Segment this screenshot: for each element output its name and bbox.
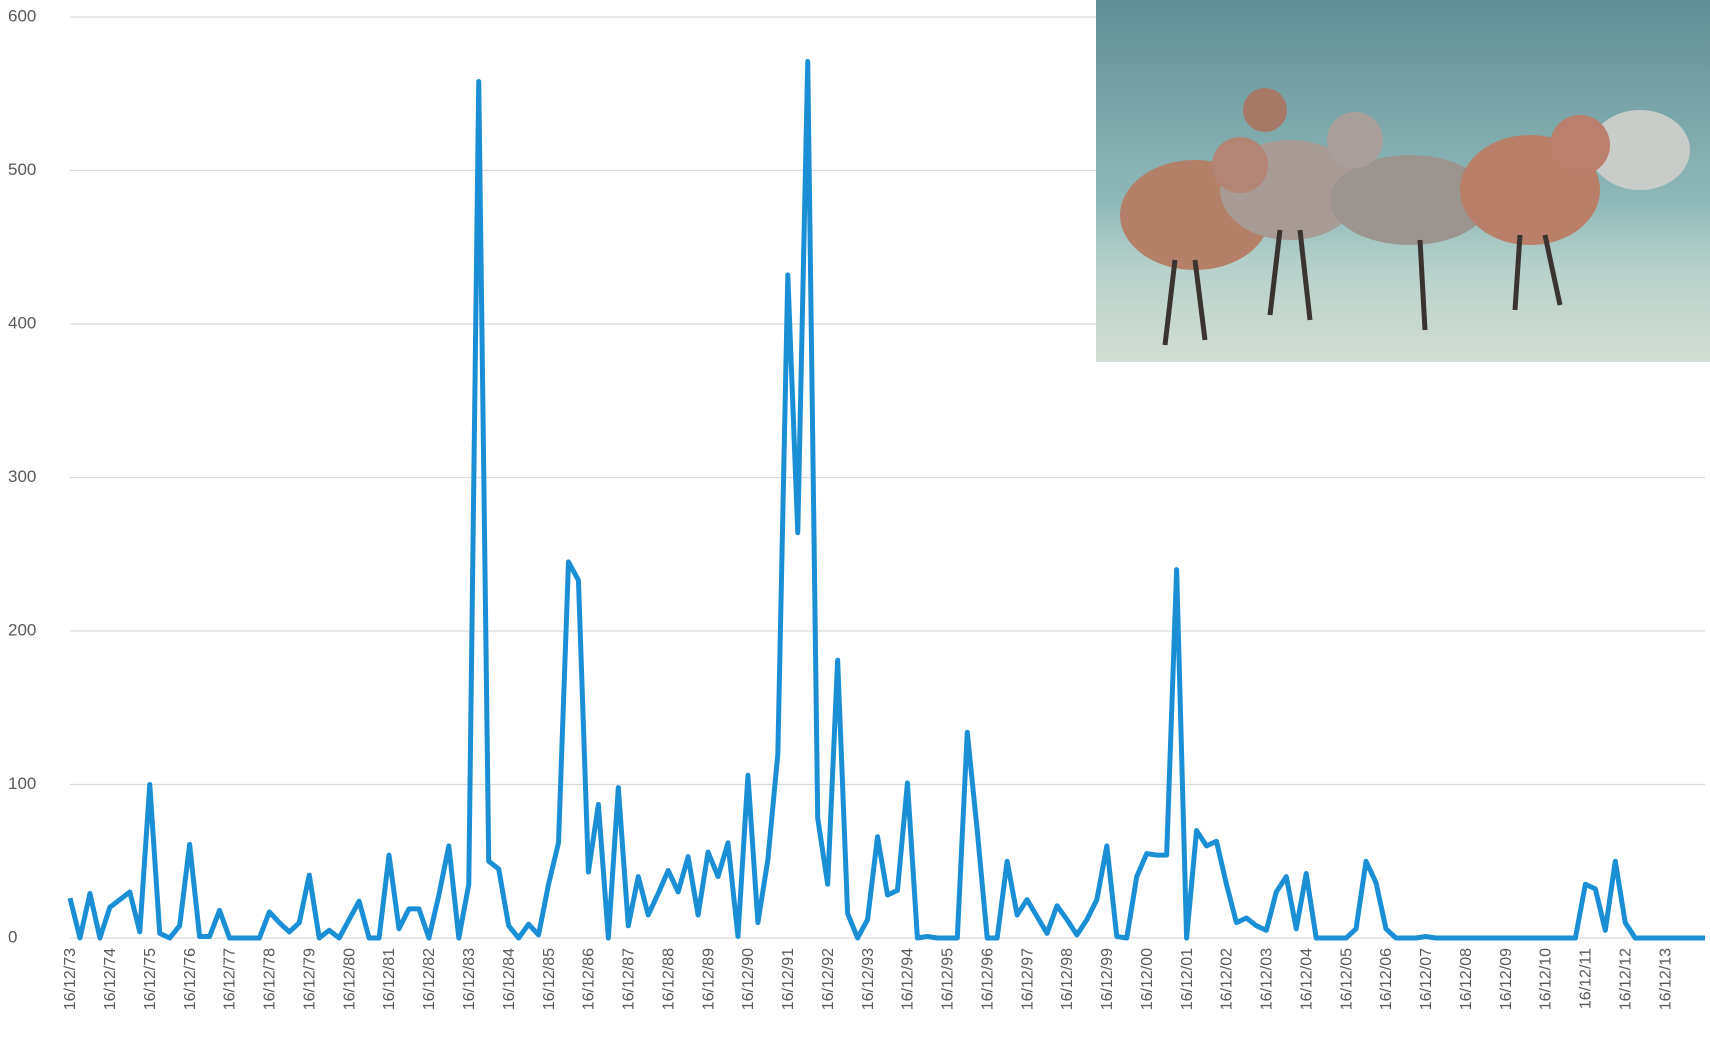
x-tick-label: 16/12/07	[1418, 948, 1435, 1010]
x-tick-label: 16/12/97	[1019, 948, 1036, 1010]
y-tick-label: 300	[8, 467, 36, 486]
y-tick-label: 500	[8, 160, 36, 179]
x-tick-label: 16/12/13	[1657, 948, 1674, 1010]
x-tick-label: 16/12/74	[102, 948, 119, 1010]
x-tick-label: 16/12/80	[341, 948, 358, 1010]
x-tick-label: 16/12/04	[1298, 948, 1315, 1010]
y-tick-label: 0	[8, 927, 17, 946]
x-tick-label: 16/12/11	[1578, 948, 1595, 1009]
y-tick-label: 600	[8, 6, 36, 25]
x-tick-label: 16/12/84	[501, 948, 518, 1010]
x-tick-label: 16/12/06	[1378, 948, 1395, 1010]
x-tick-label: 16/12/10	[1538, 948, 1555, 1010]
x-tick-label: 16/12/83	[461, 948, 478, 1010]
x-tick-label: 16/12/89	[700, 948, 717, 1010]
x-tick-label: 16/12/00	[1139, 948, 1156, 1010]
x-tick-label: 16/12/12	[1617, 948, 1634, 1010]
x-tick-label: 16/12/95	[940, 948, 957, 1010]
x-tick-label: 16/12/88	[660, 948, 677, 1010]
x-tick-label: 16/12/03	[1259, 948, 1276, 1010]
data-line	[67, 59, 1705, 941]
x-tick-label: 16/12/73	[62, 948, 79, 1010]
x-tick-label: 16/12/96	[979, 948, 996, 1010]
x-tick-label: 16/12/94	[900, 948, 917, 1010]
x-tick-label: 16/12/08	[1458, 948, 1475, 1010]
x-tick-label: 16/12/77	[222, 948, 239, 1010]
x-tick-label: 16/12/78	[262, 948, 279, 1010]
x-tick-label: 16/12/82	[421, 948, 438, 1010]
x-tick-label: 16/12/01	[1179, 948, 1196, 1010]
x-tick-label: 16/12/92	[820, 948, 837, 1010]
x-tick-label: 16/12/90	[740, 948, 757, 1010]
x-tick-label: 16/12/05	[1338, 948, 1355, 1010]
x-tick-label: 16/12/86	[581, 948, 598, 1010]
x-tick-label: 16/12/76	[182, 948, 199, 1010]
x-tick-label: 16/12/81	[381, 948, 398, 1010]
x-tick-label: 16/12/85	[541, 948, 558, 1010]
x-tick-label: 16/12/09	[1498, 948, 1515, 1010]
x-tick-label: 16/12/91	[780, 948, 797, 1010]
bird-photo	[1096, 0, 1710, 362]
x-tick-label: 16/12/75	[142, 948, 159, 1010]
x-tick-label: 16/12/79	[301, 948, 318, 1010]
y-tick-label: 400	[8, 313, 36, 332]
x-tick-label: 16/12/99	[1099, 948, 1116, 1010]
x-tick-label: 16/12/93	[860, 948, 877, 1010]
x-tick-label: 16/12/02	[1219, 948, 1236, 1010]
y-tick-label: 100	[8, 774, 36, 793]
y-tick-label: 200	[8, 620, 36, 639]
x-tick-label: 16/12/87	[621, 948, 638, 1010]
x-tick-label: 16/12/98	[1059, 948, 1076, 1010]
